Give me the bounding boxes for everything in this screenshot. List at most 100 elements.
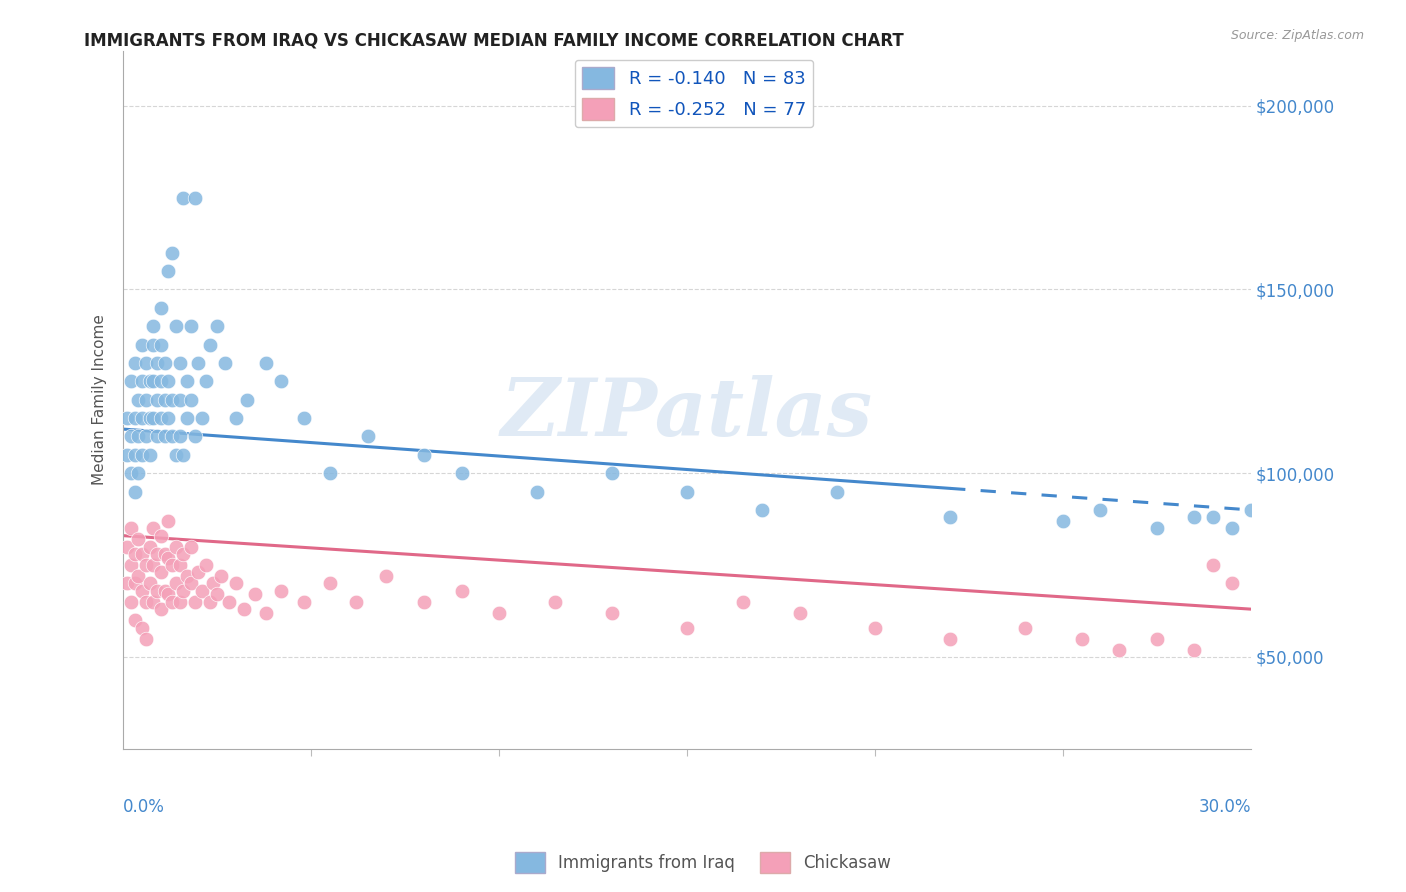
Point — [413, 595, 436, 609]
Point — [195, 558, 218, 572]
Point — [131, 583, 153, 598]
Point — [1202, 510, 1225, 524]
Point — [172, 583, 194, 598]
Point — [165, 448, 187, 462]
Point — [142, 521, 165, 535]
Point — [124, 448, 146, 462]
Text: 30.0%: 30.0% — [1198, 797, 1251, 815]
Point — [120, 558, 142, 572]
Point — [863, 620, 886, 634]
Point — [1146, 632, 1168, 646]
Point — [157, 514, 180, 528]
Point — [183, 191, 205, 205]
Point — [165, 540, 187, 554]
Point — [270, 583, 292, 598]
Point — [149, 337, 172, 351]
Point — [160, 245, 183, 260]
Point — [120, 521, 142, 535]
Point — [172, 547, 194, 561]
Point — [146, 356, 169, 370]
Point — [176, 375, 198, 389]
Point — [187, 356, 209, 370]
Legend: R = -0.140   N = 83, R = -0.252   N = 77: R = -0.140 N = 83, R = -0.252 N = 77 — [575, 60, 813, 128]
Point — [1184, 642, 1206, 657]
Point — [165, 319, 187, 334]
Point — [138, 448, 160, 462]
Point — [319, 576, 342, 591]
Point — [138, 375, 160, 389]
Point — [676, 620, 699, 634]
Point — [1052, 514, 1074, 528]
Point — [135, 356, 157, 370]
Point — [600, 466, 623, 480]
Point — [270, 375, 292, 389]
Legend: Immigrants from Iraq, Chickasaw: Immigrants from Iraq, Chickasaw — [508, 846, 898, 880]
Point — [142, 375, 165, 389]
Point — [172, 448, 194, 462]
Point — [135, 595, 157, 609]
Point — [127, 429, 149, 443]
Point — [142, 595, 165, 609]
Point — [120, 375, 142, 389]
Point — [1240, 503, 1263, 517]
Point — [180, 540, 202, 554]
Point — [526, 484, 548, 499]
Point — [160, 595, 183, 609]
Point — [225, 411, 247, 425]
Point — [1220, 576, 1243, 591]
Point — [146, 429, 169, 443]
Point — [450, 466, 472, 480]
Point — [160, 392, 183, 407]
Point — [142, 319, 165, 334]
Point — [135, 558, 157, 572]
Point — [142, 411, 165, 425]
Point — [127, 466, 149, 480]
Point — [138, 540, 160, 554]
Point — [198, 595, 221, 609]
Point — [131, 337, 153, 351]
Point — [1220, 521, 1243, 535]
Point — [153, 392, 176, 407]
Point — [195, 375, 218, 389]
Point — [131, 547, 153, 561]
Point — [120, 595, 142, 609]
Point — [169, 429, 191, 443]
Text: Source: ZipAtlas.com: Source: ZipAtlas.com — [1230, 29, 1364, 42]
Point — [157, 587, 180, 601]
Point — [218, 595, 240, 609]
Point — [149, 375, 172, 389]
Point — [183, 595, 205, 609]
Point — [115, 576, 138, 591]
Point — [153, 356, 176, 370]
Text: ZIPatlas: ZIPatlas — [501, 375, 873, 452]
Point — [191, 583, 214, 598]
Point — [1014, 620, 1036, 634]
Point — [124, 356, 146, 370]
Point — [169, 558, 191, 572]
Point — [124, 411, 146, 425]
Point — [789, 606, 811, 620]
Point — [131, 448, 153, 462]
Point — [146, 392, 169, 407]
Point — [1070, 632, 1092, 646]
Point — [1108, 642, 1130, 657]
Point — [202, 576, 225, 591]
Point — [120, 466, 142, 480]
Point — [153, 429, 176, 443]
Point — [142, 337, 165, 351]
Point — [1146, 521, 1168, 535]
Point — [127, 533, 149, 547]
Point — [124, 576, 146, 591]
Point — [292, 595, 315, 609]
Point — [319, 466, 342, 480]
Point — [115, 540, 138, 554]
Point — [115, 448, 138, 462]
Y-axis label: Median Family Income: Median Family Income — [93, 314, 107, 485]
Point — [751, 503, 773, 517]
Point — [146, 547, 169, 561]
Point — [1184, 510, 1206, 524]
Point — [135, 429, 157, 443]
Point — [939, 632, 962, 646]
Point — [183, 429, 205, 443]
Point — [176, 569, 198, 583]
